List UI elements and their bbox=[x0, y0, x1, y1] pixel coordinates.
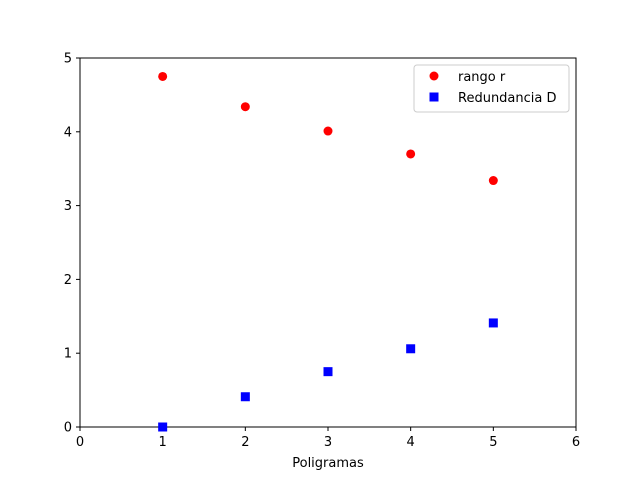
legend-box bbox=[413, 64, 570, 113]
point-series-0-2 bbox=[323, 126, 333, 136]
point-series-1-1 bbox=[240, 392, 250, 402]
point-series-1-3 bbox=[406, 344, 416, 354]
legend-label-rango-r: rango r bbox=[458, 70, 506, 85]
point-series-0-0 bbox=[158, 71, 168, 81]
x-tick-label: 3 bbox=[324, 435, 332, 450]
y-tick-label: 3 bbox=[64, 199, 72, 214]
x-tick-label: 6 bbox=[572, 435, 580, 450]
x-tick-label: 1 bbox=[159, 435, 167, 450]
point-series-0-3 bbox=[406, 149, 416, 159]
y-tick-label: 1 bbox=[64, 347, 72, 362]
y-tick-label: 4 bbox=[64, 125, 72, 140]
point-series-1-4 bbox=[488, 318, 498, 328]
x-tick-label: 5 bbox=[489, 435, 497, 450]
y-axis-ticks: 0 1 2 3 4 5 bbox=[64, 52, 80, 436]
x-tick-label: 2 bbox=[241, 435, 249, 450]
point-series-0-1 bbox=[240, 102, 250, 112]
data-markers bbox=[158, 71, 498, 432]
x-tick-label: 0 bbox=[76, 435, 84, 450]
x-tick-label: 4 bbox=[407, 435, 415, 450]
legend-label-redundancia-d: Redundancia D bbox=[458, 91, 557, 106]
y-tick-label: 2 bbox=[64, 273, 72, 288]
y-tick-label: 0 bbox=[64, 421, 72, 436]
legend-marker-rango-r bbox=[429, 71, 439, 81]
x-axis-ticks: 0 1 2 3 4 5 6 bbox=[76, 427, 580, 450]
point-series-0-4 bbox=[488, 176, 498, 186]
point-series-1-0 bbox=[158, 422, 168, 432]
point-series-1-2 bbox=[323, 367, 333, 377]
x-axis-label: Poligramas bbox=[292, 456, 364, 471]
legend: rango r Redundancia D bbox=[413, 64, 570, 113]
legend-marker-redundancia-d bbox=[429, 92, 439, 102]
y-tick-label: 5 bbox=[64, 52, 72, 67]
